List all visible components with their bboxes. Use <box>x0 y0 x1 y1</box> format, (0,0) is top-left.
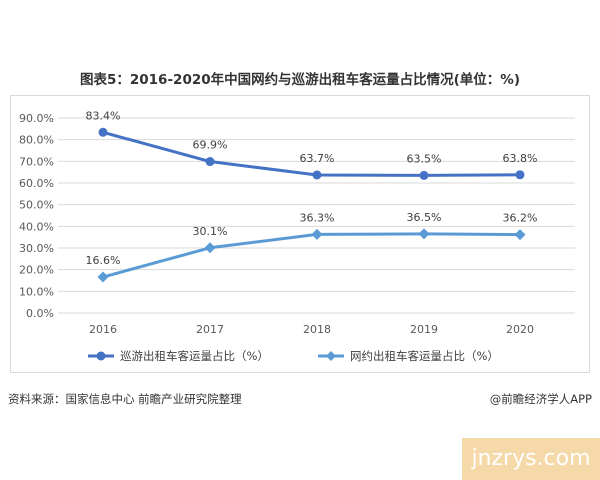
y-tick-label: 70.0% <box>19 155 54 168</box>
y-tick-label: 50.0% <box>19 199 54 212</box>
data-label: 83.4% <box>86 109 121 122</box>
data-point <box>205 157 215 167</box>
data-label: 63.5% <box>407 152 442 165</box>
data-point <box>98 127 108 137</box>
data-point <box>311 228 323 240</box>
legend-label: 巡游出租车客运量占比（%） <box>120 349 269 363</box>
data-point <box>515 170 525 180</box>
x-tick-label: 2018 <box>303 323 331 336</box>
data-point <box>514 229 526 241</box>
y-tick-label: 0.0% <box>26 307 54 320</box>
data-label: 30.1% <box>193 225 228 238</box>
chart-frame <box>10 95 590 373</box>
data-label: 69.9% <box>193 139 228 152</box>
credit-text: @前瞻经济学人APP <box>489 392 592 406</box>
data-label: 16.6% <box>86 254 121 267</box>
legend-label: 网约出租车客运量占比（%） <box>350 349 499 363</box>
data-point <box>97 271 109 283</box>
y-tick-label: 90.0% <box>19 112 54 125</box>
data-point <box>312 170 322 180</box>
x-tick-label: 2017 <box>196 323 224 336</box>
y-tick-label: 20.0% <box>19 264 54 277</box>
y-tick-label: 60.0% <box>19 177 54 190</box>
series-line-2 <box>102 232 521 279</box>
data-label: 36.5% <box>407 211 442 224</box>
legend-marker <box>326 351 336 361</box>
legend-marker <box>96 351 106 361</box>
data-label: 63.7% <box>300 152 335 165</box>
x-tick-label: 2016 <box>89 323 117 336</box>
chart-title: 图表5：2016-2020年中国网约与巡游出租车客运量占比情况(单位：%) <box>79 72 520 88</box>
y-tick-label: 30.0% <box>19 242 54 255</box>
data-label: 63.8% <box>503 152 538 165</box>
data-point <box>204 242 216 254</box>
data-source: 资料来源：国家信息中心 前瞻产业研究院整理 <box>8 392 242 406</box>
y-tick-label: 10.0% <box>19 285 54 298</box>
site-watermark: jnzrys.com <box>462 438 600 480</box>
y-tick-label: 80.0% <box>19 134 54 147</box>
x-tick-label: 2020 <box>506 323 534 336</box>
data-point <box>418 228 430 240</box>
data-label: 36.3% <box>300 211 335 224</box>
data-label: 36.2% <box>503 212 538 225</box>
y-tick-label: 40.0% <box>19 220 54 233</box>
x-tick-label: 2019 <box>410 323 438 336</box>
data-point <box>419 170 429 180</box>
